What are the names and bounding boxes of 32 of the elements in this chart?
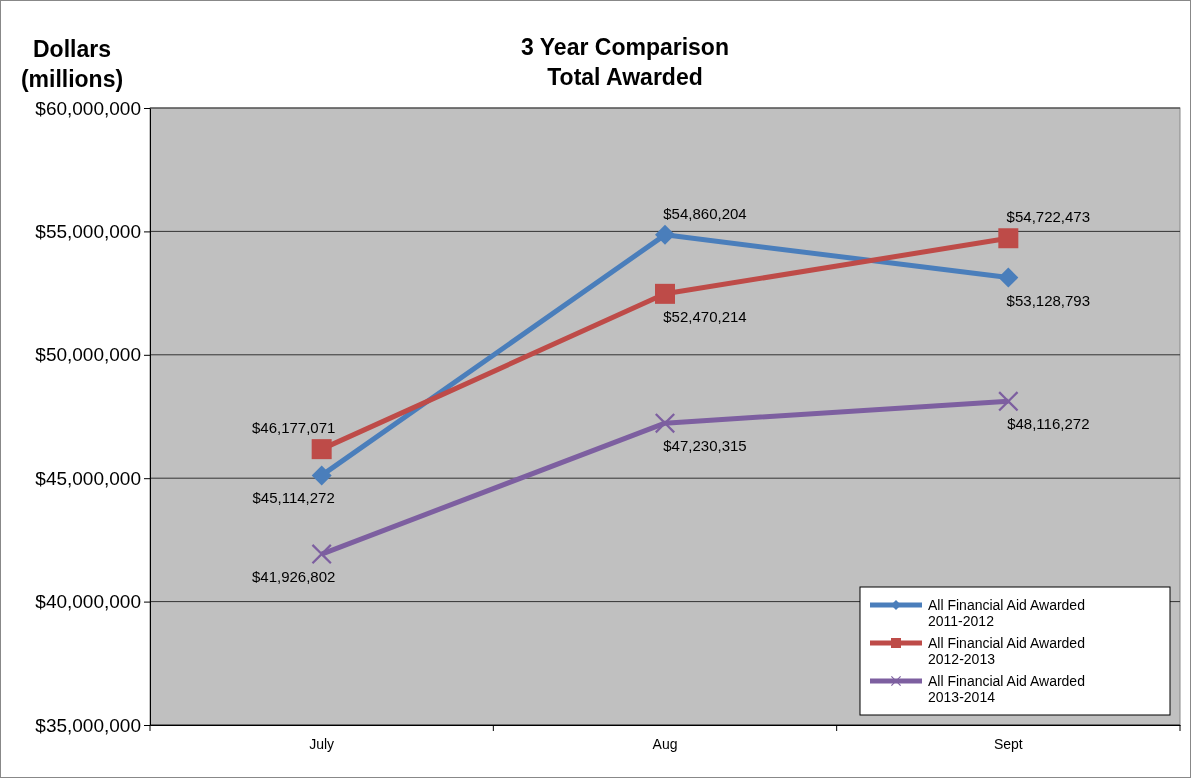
y-tick-label: $45,000,000 xyxy=(35,467,141,489)
data-label: $52,470,214 xyxy=(663,307,747,325)
legend-label: All Financial Aid Awarded 2013-2014 xyxy=(928,673,1085,705)
y-axis-title: Dollars (millions) xyxy=(20,36,124,92)
data-label: $46,177,071 xyxy=(251,419,336,437)
data-label: $54,860,204 xyxy=(663,204,747,222)
y-tick-label: $40,000,000 xyxy=(35,591,141,613)
legend-label: All Financial Aid Awarded 2012-2013 xyxy=(928,635,1085,667)
y-tick-label: $60,000,000 xyxy=(35,97,141,119)
legend-label: All Financial Aid Awarded 2011-2012 xyxy=(928,597,1085,629)
data-label: $47,230,315 xyxy=(663,437,747,455)
data-label: $48,116,272 xyxy=(1007,415,1090,433)
point xyxy=(998,391,1019,412)
point xyxy=(311,465,332,486)
x-tick-label: July xyxy=(309,735,335,752)
point xyxy=(311,439,332,460)
point xyxy=(655,283,675,304)
data-label: $53,128,793 xyxy=(1006,291,1091,309)
point xyxy=(655,224,675,245)
data-label: $45,114,272 xyxy=(252,489,335,507)
y-tick-label: $55,000,000 xyxy=(35,220,141,242)
data-label: $54,722,473 xyxy=(1006,208,1091,226)
x-tick-label: Sept xyxy=(993,735,1023,752)
data-label: $41,926,802 xyxy=(251,568,336,586)
y-tick-label: $50,000,000 xyxy=(35,344,141,366)
point xyxy=(655,413,675,434)
y-tick-label: $35,000,000 xyxy=(35,714,141,736)
point xyxy=(998,228,1019,249)
point xyxy=(311,544,332,565)
chart-title: 3 Year Comparison Total Awarded xyxy=(521,34,729,90)
x-tick-label: Aug xyxy=(652,735,678,752)
point xyxy=(998,267,1019,288)
